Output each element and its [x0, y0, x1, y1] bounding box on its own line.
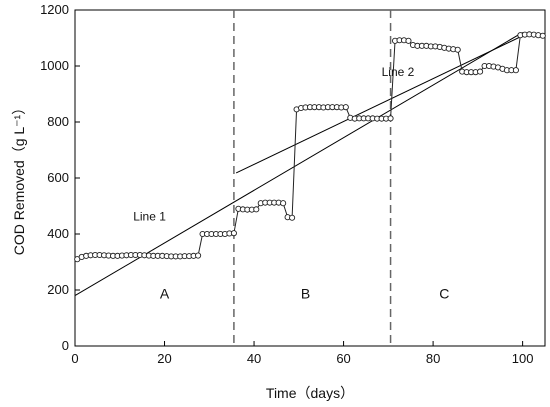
x-tick-label: 40 [247, 351, 261, 366]
x-tick-label: 100 [512, 351, 534, 366]
trend-line [74, 31, 523, 297]
x-axis-ticks: 0 20 40 60 80 100 [71, 341, 533, 366]
phase-label: A [160, 285, 170, 301]
x-tick-label: 80 [426, 351, 440, 366]
y-tick-label: 200 [47, 282, 69, 297]
phase-labels: A B C [160, 285, 449, 301]
data-point [454, 46, 461, 53]
y-tick-label: 0 [62, 338, 69, 353]
data-point [512, 67, 519, 74]
y-tick-label: 1000 [40, 58, 69, 73]
data-point [280, 200, 287, 207]
phase-label: C [439, 285, 449, 301]
data-point [195, 252, 202, 259]
data-point [477, 68, 484, 75]
y-tick-label: 800 [47, 114, 69, 129]
x-tick-label: 60 [336, 351, 350, 366]
y-tick-label: 1200 [40, 2, 69, 17]
y-tick-label: 400 [47, 226, 69, 241]
y-axis-label: COD Removed（g L⁻¹） [11, 101, 27, 255]
phase-label: B [301, 285, 310, 301]
phase-dividers [233, 10, 392, 346]
data-point [289, 214, 296, 221]
x-tick-label: 0 [71, 351, 78, 366]
data-point [230, 230, 237, 237]
y-axis-ticks: 0 200 400 600 800 1000 1200 [40, 2, 80, 353]
trend-lines [74, 31, 523, 297]
data-point [253, 206, 260, 213]
data-point [387, 115, 394, 122]
x-tick-label: 20 [157, 351, 171, 366]
y-tick-label: 600 [47, 170, 69, 185]
line-annotation: Line 2 [382, 65, 415, 79]
data-point [539, 32, 546, 39]
data-point [342, 104, 349, 111]
line-annotations: Line 1 Line 2 [133, 65, 414, 224]
trend-line [235, 35, 523, 174]
x-axis-label: Time（days） [266, 385, 354, 401]
series-line [77, 33, 543, 260]
data-point [405, 37, 412, 44]
data-series [74, 31, 546, 263]
line-annotation: Line 1 [133, 210, 166, 224]
